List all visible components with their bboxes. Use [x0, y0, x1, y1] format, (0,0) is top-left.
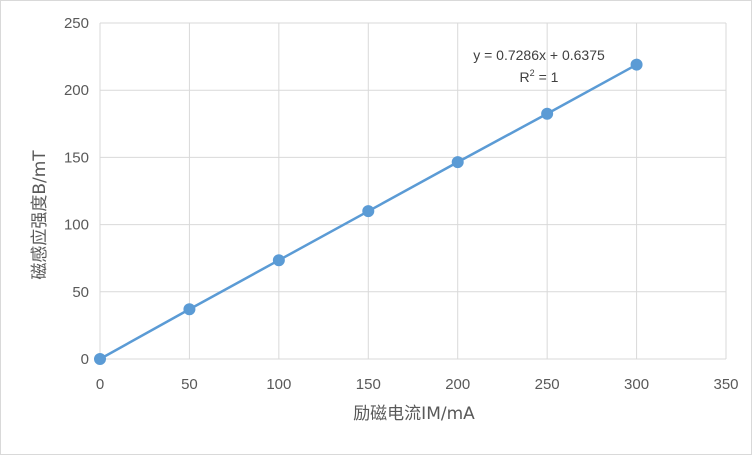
- data-point: [451, 156, 464, 169]
- y-tick-labels: 0 50 100 150 200 250: [64, 15, 89, 368]
- x-axis-title: 励磁电流IM/mA: [353, 404, 475, 424]
- x-tick-label: 50: [181, 376, 198, 393]
- y-tick-label: 200: [64, 82, 89, 99]
- y-tick-label: 100: [64, 217, 89, 234]
- x-tick-label: 150: [356, 376, 381, 393]
- data-point: [362, 205, 375, 218]
- x-tick-label: 0: [96, 376, 104, 393]
- x-tick-label: 250: [535, 376, 560, 393]
- grid-lines: [99, 22, 727, 360]
- data-point: [94, 353, 106, 365]
- data-point: [630, 58, 643, 71]
- data-point: [541, 107, 554, 120]
- y-tick-label: 250: [64, 15, 89, 32]
- x-tick-label: 100: [266, 376, 291, 393]
- x-tick-label: 350: [713, 376, 738, 393]
- x-tick-label: 200: [445, 376, 470, 393]
- trendline-equation: y = 0.7286x + 0.6375: [473, 47, 605, 63]
- data-point: [272, 254, 285, 267]
- x-tick-label: 300: [624, 376, 649, 393]
- x-tick-labels: 0 50 100 150 200 250 300 350: [96, 376, 739, 393]
- y-tick-label: 0: [81, 351, 89, 368]
- data-series: [94, 58, 643, 365]
- r-squared-label: R2 = 1: [520, 68, 559, 85]
- data-point: [183, 303, 196, 316]
- y-tick-label: 50: [72, 284, 89, 301]
- y-axis-title: 磁感应强度B/mT: [30, 150, 50, 280]
- y-tick-label: 150: [64, 149, 89, 166]
